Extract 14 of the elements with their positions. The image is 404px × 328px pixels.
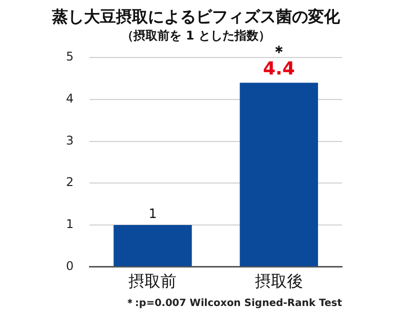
y-tick-label: 4 xyxy=(66,92,74,106)
y-tick-label: 0 xyxy=(66,258,74,273)
y-tick-label: 5 xyxy=(66,50,74,64)
y-tick-label: 2 xyxy=(66,175,74,190)
data-label: 4.4 xyxy=(262,58,295,80)
x-tick-label: 摂取後 xyxy=(254,272,303,291)
y-tick-label: 1 xyxy=(66,217,74,232)
data-label: 1 xyxy=(148,206,157,222)
chart-subtitle: （摂取前を 1 とした指数） xyxy=(122,28,270,43)
y-tick-label: 3 xyxy=(66,133,74,148)
text: ＊:p=0.007 Wilcoxon Signed-Rank Test xyxy=(125,297,342,310)
x-tick-label: 摂取前 xyxy=(128,272,177,291)
chart-title: 蒸し大豆摂取によるビフィズス菌の変化 xyxy=(51,6,341,26)
annotation: ＊ xyxy=(270,42,287,61)
